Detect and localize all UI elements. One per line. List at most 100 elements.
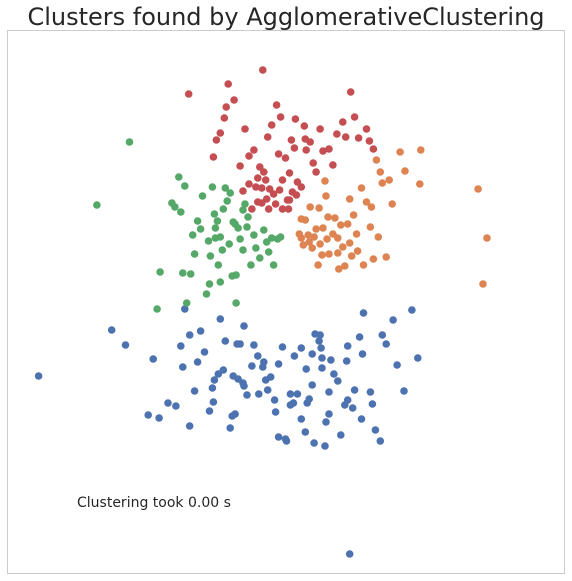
scatter-point-orange-12 [319,224,327,232]
scatter-point-blue-51 [322,418,330,426]
scatter-point-red-7 [236,162,244,170]
scatter-point-green-1 [125,138,134,146]
scatter-point-blue-61 [359,309,368,317]
scatter-point-orange-37 [378,179,387,187]
scatter-point-green-54 [205,280,214,288]
scatter-point-green-39 [247,261,255,269]
scatter-point-orange-24 [345,195,354,203]
scatter-point-green-30 [226,189,234,197]
scatter-point-blue-8 [172,402,180,410]
scatter-point-orange-50 [297,215,306,223]
scatter-point-blue-34 [274,433,283,441]
scatter-point-blue-58 [348,404,357,412]
scatter-point-green-24 [214,261,223,269]
scatter-point-orange-2 [299,241,308,249]
scatter-point-green-27 [221,184,230,192]
scatter-point-orange-54 [322,192,330,200]
scatter-point-blue-97 [254,390,263,398]
scatter-point-red-19 [267,121,276,129]
scatter-point-orange-20 [337,221,345,229]
scatter-point-red-38 [319,147,327,155]
scatter-point-green-44 [267,234,276,242]
scatter-point-green-15 [196,225,205,233]
scatter-point-blue-19 [219,366,228,374]
scatter-point-green-10 [182,299,191,307]
scatter-point-blue-71 [414,354,422,362]
scatter-point-orange-41 [396,148,404,156]
scatter-point-red-24 [278,176,287,184]
scatter-point-red-47 [362,125,371,133]
scatter-point-blue-96 [234,375,242,383]
scatter-point-blue-27 [243,391,251,399]
scatter-point-green-35 [236,235,244,243]
scatter-point-red-27 [285,169,294,177]
scatter-point-blue-41 [297,415,306,423]
scatter-point-red-33 [300,122,309,130]
scatter-point-blue-76 [274,360,283,368]
chart-title: Clusters found by AgglomerativeClusterin… [27,3,545,31]
scatter-point-red-51 [224,80,232,88]
scatter-point-green-0 [93,201,101,209]
scatter-point-orange-31 [362,198,371,206]
scatter-point-blue-23 [231,410,239,418]
scatter-point-green-38 [243,223,251,231]
scatter-point-red-32 [297,183,306,191]
scatter-point-orange-25 [347,252,356,260]
scatter-point-red-46 [354,134,363,142]
scatter-point-green-42 [260,226,268,234]
points-layer [34,66,491,558]
scatter-point-orange-11 [318,251,326,259]
scatter-point-blue-13 [193,358,202,366]
scatter-point-blue-85 [196,327,205,335]
scatter-point-blue-93 [209,398,218,406]
scatter-point-orange-45 [474,185,482,193]
scatter-point-red-17 [263,133,272,141]
scatter-point-blue-48 [317,344,325,352]
scatter-point-blue-62 [366,388,375,396]
scatter-point-red-22 [274,150,283,158]
scatter-point-blue-101 [378,331,387,339]
scatter-point-green-33 [232,299,240,307]
scatter-point-red-62 [301,135,310,143]
scatter-point-green-9 [181,182,189,190]
scatter-point-orange-22 [341,262,349,270]
scatter-point-green-22 [211,224,220,232]
scatter-point-orange-32 [366,223,375,231]
scatter-point-red-0 [184,90,193,98]
scatter-point-green-25 [216,278,225,286]
scatter-point-orange-48 [315,204,323,212]
scatter-point-blue-11 [185,331,194,339]
scatter-point-blue-35 [278,343,287,351]
scatter-point-blue-60 [355,333,364,341]
scatter-point-red-58 [239,187,247,195]
scatter-point-blue-70 [408,306,416,314]
scatter-point-orange-29 [357,184,366,192]
scatter-point-blue-54 [334,377,342,385]
scatter-point-green-34 [234,224,242,232]
scatter-point-red-42 [339,118,347,126]
scatter-point-blue-2 [121,341,130,349]
scatter-point-blue-17 [210,376,219,384]
scatter-point-red-40 [329,161,337,169]
scatter-point-green-11 [186,270,195,278]
scatter-point-blue-3 [149,355,157,363]
scatter-point-blue-53 [330,370,338,378]
scatter-point-red-45 [350,113,359,121]
scatter-point-green-13 [190,250,199,258]
scatter-point-green-7 [177,208,185,216]
scatter-point-blue-72 [308,350,317,358]
scatter-point-red-52 [285,196,294,204]
plot-frame [7,30,565,574]
scatter-point-blue-98 [316,331,324,339]
scatter-point-blue-7 [144,411,152,419]
scatter-point-green-6 [175,173,183,181]
scatter-point-blue-57 [343,396,352,404]
scatter-point-blue-59 [350,386,359,394]
scatter-point-red-11 [252,183,260,191]
scatter-point-green-23 [213,217,222,225]
scatter-point-red-4 [220,114,229,122]
scatter-point-orange-51 [345,239,354,247]
scatter-point-green-17 [202,290,211,298]
scatter-point-orange-10 [316,240,324,248]
scatter-point-blue-77 [286,401,295,409]
